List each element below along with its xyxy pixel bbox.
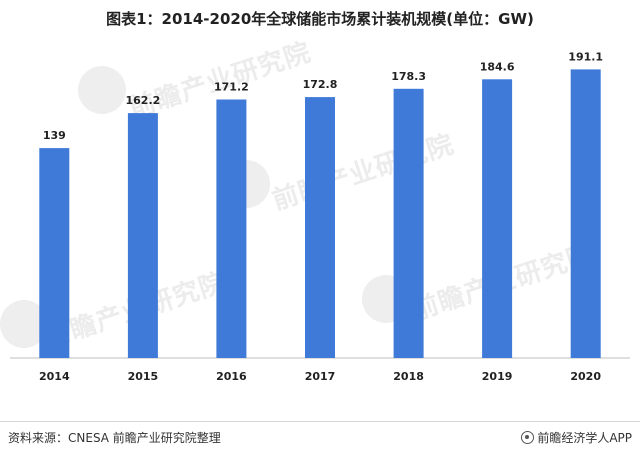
x-tick-label-2017: 2017 (305, 370, 336, 383)
brand-badge: 前瞻经济学人APP (521, 429, 632, 446)
data-label-2015: 162.2 (126, 94, 161, 107)
footer: 资料来源：CNESA 前瞻产业研究院整理 前瞻经济学人APP (0, 421, 640, 452)
data-label-2017: 172.8 (303, 78, 338, 91)
brand-logo-icon (521, 431, 535, 444)
bar-2015 (127, 113, 158, 358)
bar-2016 (216, 99, 247, 358)
x-tick-label-2016: 2016 (216, 370, 247, 383)
x-tick-label-2019: 2019 (482, 370, 513, 383)
data-label-2014: 139 (43, 129, 66, 142)
bar-chart: 139 2014 162.2 2015 171.2 2016 172.8 2017 178.3 2… (10, 50, 630, 383)
bar-2014 (39, 148, 70, 358)
chart-title: 图表1：2014-2020年全球储能市场累计装机规模(单位：GW) (106, 10, 534, 28)
data-label-2019: 184.6 (480, 60, 515, 73)
watermark-logo-icon (78, 66, 126, 114)
bar-2019 (482, 79, 513, 359)
brand-label: 前瞻经济学人APP (537, 431, 632, 445)
x-tick-label-2020: 2020 (570, 370, 601, 383)
bar-2020 (570, 69, 601, 359)
x-tick-label-2018: 2018 (393, 370, 424, 383)
source-note: 资料来源：CNESA 前瞻产业研究院整理 (8, 431, 221, 445)
bar-2018 (393, 88, 424, 359)
x-tick-label-2015: 2015 (128, 370, 159, 383)
data-label-2020: 191.1 (568, 50, 603, 63)
data-label-2016: 171.2 (214, 81, 249, 94)
x-tick-label-2014: 2014 (39, 370, 70, 383)
bar-2017 (305, 97, 335, 358)
data-label-2018: 178.3 (391, 70, 426, 83)
